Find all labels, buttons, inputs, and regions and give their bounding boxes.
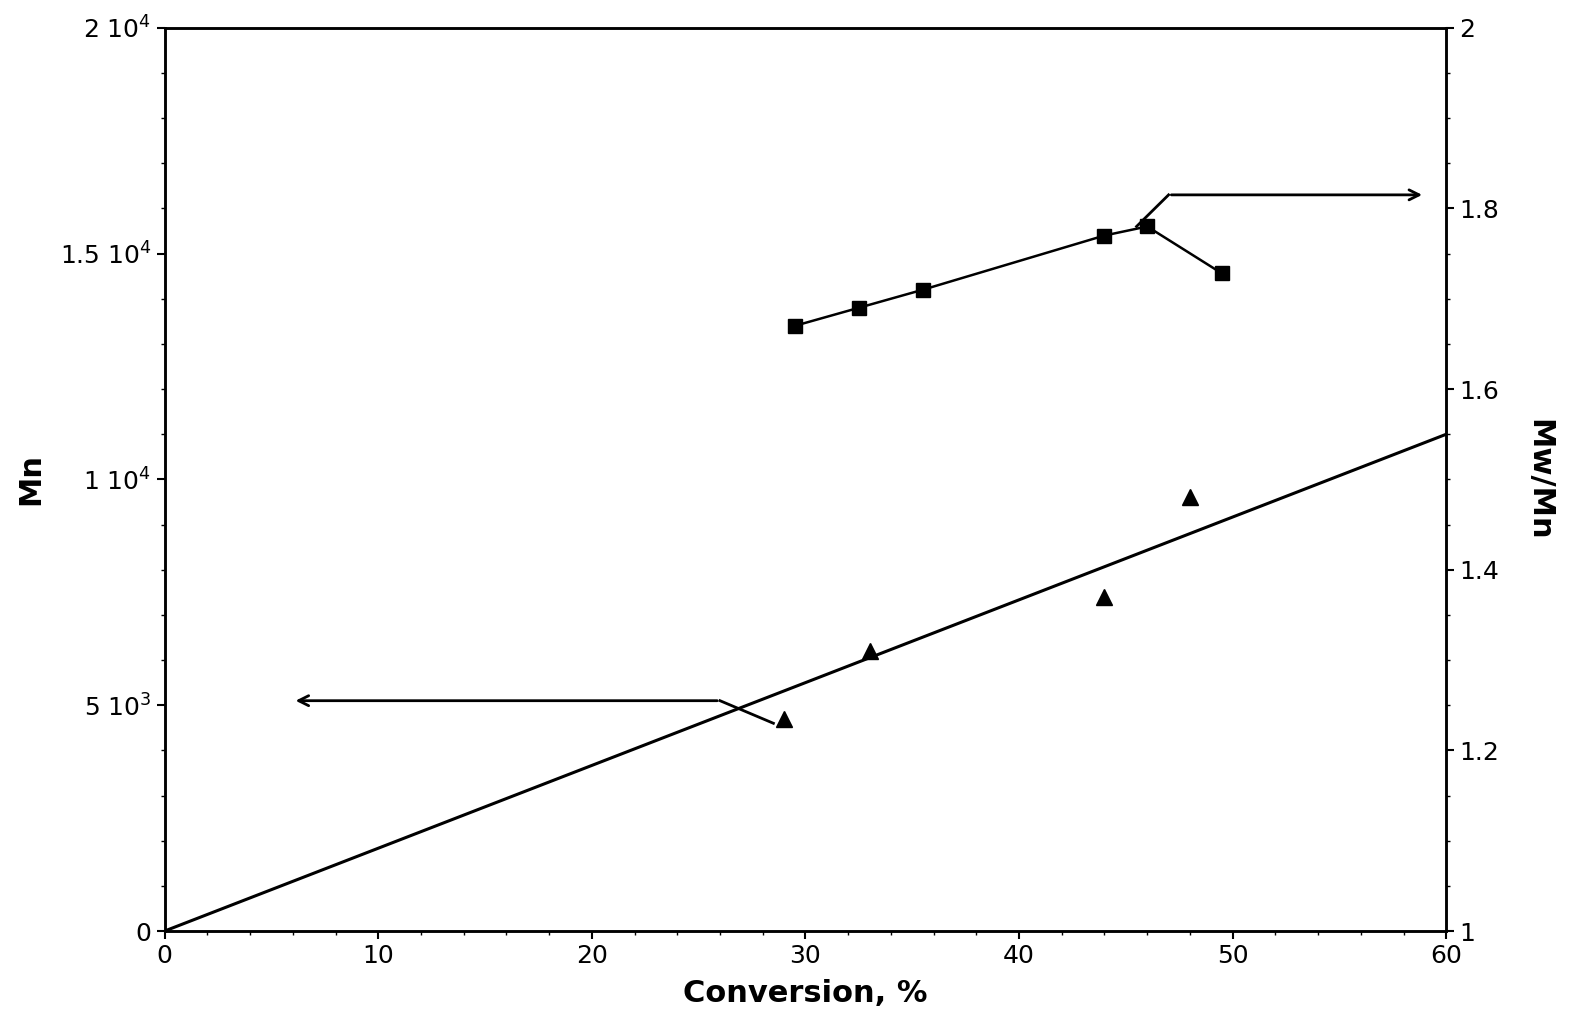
X-axis label: Conversion, %: Conversion, % <box>683 979 928 1009</box>
Y-axis label: Mw/Mn: Mw/Mn <box>1524 418 1553 540</box>
Y-axis label: Mn: Mn <box>17 453 46 505</box>
